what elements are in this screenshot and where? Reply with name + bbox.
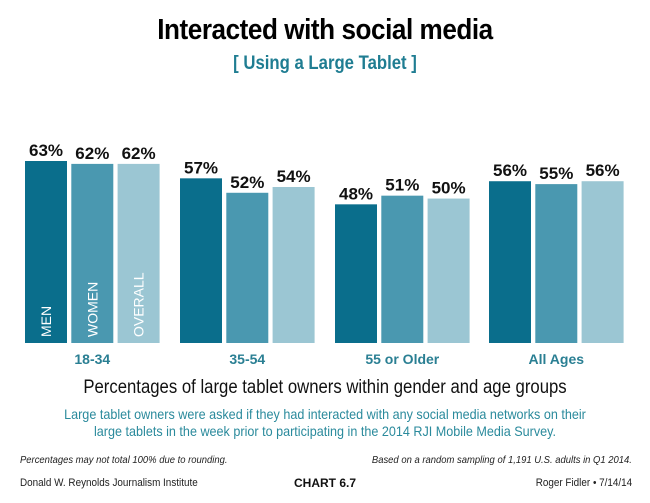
value-label: 56% <box>586 161 620 180</box>
rounding-note: Percentages may not total 100% due to ro… <box>20 454 228 466</box>
chart-title: Interacted with social media <box>157 14 493 46</box>
bars-layer <box>25 161 624 343</box>
series-label-women: WOMEN <box>84 282 100 337</box>
bar-women-0 <box>71 163 114 343</box>
bar-men-3 <box>489 181 531 343</box>
bar-chart: 63% 62% 62% 57% 52% 54% 48% 51% 50% 56% 55% 56% MEN… <box>25 141 624 367</box>
category-labels-layer: 18-34 35-54 55 or Older All Ages <box>74 351 584 367</box>
series-label-men: MEN <box>38 306 54 337</box>
bar-overall-2 <box>427 198 470 343</box>
value-label: 63% <box>29 141 63 160</box>
bar-overall-3 <box>581 181 624 343</box>
chart-caption: Percentages of large tablet owners withi… <box>83 377 567 398</box>
chart-subtitle: [ Using a Large Tablet ] <box>233 53 417 74</box>
value-label: 54% <box>277 167 311 186</box>
author-credit: Roger Fidler • 7/14/14 <box>535 477 632 489</box>
value-label: 51% <box>385 176 419 195</box>
value-label: 55% <box>539 164 573 183</box>
value-labels-layer: 63% 62% 62% 57% 52% 54% 48% 51% 50% 56% 55% 56% <box>29 141 620 203</box>
series-label-overall: OVERALL <box>131 272 147 337</box>
chart-description: Large tablet owners were asked if they h… <box>64 406 586 439</box>
bar-overall-0 <box>117 163 160 343</box>
value-label: 62% <box>75 144 109 163</box>
category-label: 55 or Older <box>365 351 439 367</box>
bar-women-2 <box>381 195 424 343</box>
category-label: 18-34 <box>74 351 110 367</box>
bar-women-3 <box>535 184 578 343</box>
chart-number: CHART 6.7 <box>293 476 356 490</box>
bar-men-2 <box>335 204 377 343</box>
series-labels-layer: MEN WOMEN OVERALL <box>38 272 147 337</box>
bar-men-1 <box>180 178 222 343</box>
value-label: 57% <box>184 158 218 177</box>
value-label: 62% <box>122 144 156 163</box>
value-label: 52% <box>230 173 264 192</box>
bar-overall-1 <box>272 187 315 343</box>
value-label: 50% <box>432 179 466 198</box>
bar-women-1 <box>226 192 269 343</box>
sampling-note: Based on a random sampling of 1,191 U.S.… <box>371 454 632 466</box>
institution-credit: Donald W. Reynolds Journalism Institute <box>20 477 198 489</box>
value-label: 56% <box>493 161 527 180</box>
category-label: All Ages <box>529 351 585 367</box>
bar-men-0 <box>25 161 67 343</box>
category-label: 35-54 <box>229 351 265 367</box>
value-label: 48% <box>339 184 373 203</box>
